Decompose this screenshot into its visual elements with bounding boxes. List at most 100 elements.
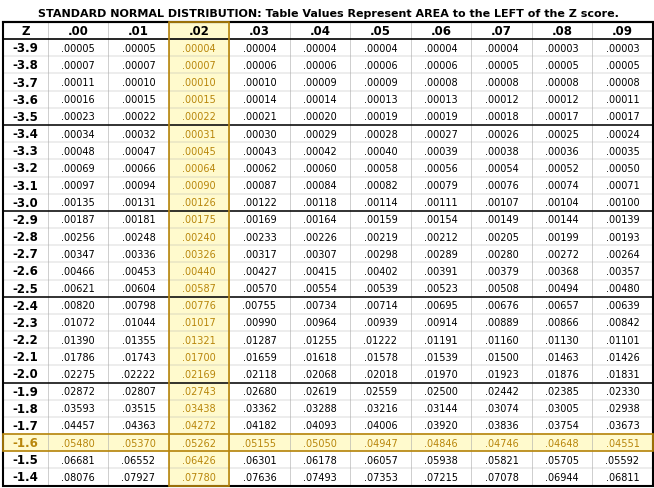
Text: .00734: .00734 bbox=[303, 301, 337, 311]
Text: .02330: .02330 bbox=[606, 386, 640, 396]
Text: .00014: .00014 bbox=[243, 95, 276, 105]
Text: .00336: .00336 bbox=[122, 249, 155, 259]
Text: .00003: .00003 bbox=[606, 43, 639, 54]
Text: .00139: .00139 bbox=[606, 215, 639, 225]
Text: .00144: .00144 bbox=[545, 215, 579, 225]
Text: -2.6: -2.6 bbox=[12, 265, 39, 278]
Bar bbox=[169, 23, 230, 486]
Text: .03216: .03216 bbox=[364, 404, 398, 413]
Text: .00060: .00060 bbox=[303, 163, 337, 174]
Text: .00798: .00798 bbox=[122, 301, 156, 311]
Text: .02559: .02559 bbox=[364, 386, 398, 396]
Text: .00368: .00368 bbox=[545, 266, 579, 276]
Text: .00040: .00040 bbox=[364, 146, 397, 157]
Text: .00045: .00045 bbox=[182, 146, 216, 157]
Text: .04746: .04746 bbox=[485, 438, 519, 447]
Text: .06811: .06811 bbox=[606, 472, 639, 482]
Text: .05821: .05821 bbox=[485, 455, 519, 465]
Bar bbox=[3, 434, 653, 451]
Text: .00008: .00008 bbox=[485, 78, 518, 88]
Text: .06: .06 bbox=[430, 25, 451, 38]
Text: .00029: .00029 bbox=[303, 129, 337, 139]
Text: .00024: .00024 bbox=[606, 129, 640, 139]
Text: .00004: .00004 bbox=[182, 43, 216, 54]
Text: .01539: .01539 bbox=[424, 352, 458, 362]
Text: .04182: .04182 bbox=[243, 421, 277, 430]
Text: .01321: .01321 bbox=[182, 335, 216, 345]
Text: .00005: .00005 bbox=[61, 43, 95, 54]
Text: -3.4: -3.4 bbox=[12, 128, 39, 141]
Text: .00058: .00058 bbox=[364, 163, 398, 174]
Bar bbox=[3, 434, 653, 451]
Text: .02169: .02169 bbox=[182, 369, 216, 379]
Text: .00011: .00011 bbox=[606, 95, 639, 105]
Text: .00003: .00003 bbox=[545, 43, 579, 54]
Text: .02872: .02872 bbox=[61, 386, 95, 396]
Text: -1.8: -1.8 bbox=[12, 402, 39, 415]
Text: .00122: .00122 bbox=[243, 198, 277, 208]
Text: .02275: .02275 bbox=[61, 369, 95, 379]
Text: .06178: .06178 bbox=[303, 455, 337, 465]
Text: STANDARD NORMAL DISTRIBUTION: Table Values Represent AREA to the LEFT of the Z s: STANDARD NORMAL DISTRIBUTION: Table Valu… bbox=[37, 9, 619, 19]
Text: .00570: .00570 bbox=[243, 284, 277, 293]
Text: .03074: .03074 bbox=[485, 404, 519, 413]
Text: .00714: .00714 bbox=[364, 301, 398, 311]
Text: .00005: .00005 bbox=[122, 43, 156, 54]
Text: .04006: .04006 bbox=[364, 421, 397, 430]
Text: .00035: .00035 bbox=[606, 146, 640, 157]
Text: -2.2: -2.2 bbox=[12, 333, 39, 346]
Text: -2.7: -2.7 bbox=[12, 248, 39, 261]
Text: .00042: .00042 bbox=[303, 146, 337, 157]
Text: .04: .04 bbox=[309, 25, 330, 38]
Text: .01831: .01831 bbox=[606, 369, 639, 379]
Text: .02118: .02118 bbox=[243, 369, 277, 379]
Text: .01786: .01786 bbox=[61, 352, 95, 362]
Text: .03362: .03362 bbox=[243, 404, 277, 413]
Text: -2.0: -2.0 bbox=[12, 367, 39, 381]
Text: .00402: .00402 bbox=[364, 266, 398, 276]
Text: -2.8: -2.8 bbox=[12, 231, 39, 244]
Text: .00010: .00010 bbox=[182, 78, 216, 88]
Text: .00415: .00415 bbox=[303, 266, 337, 276]
Text: -1.6: -1.6 bbox=[12, 436, 39, 449]
Text: .00019: .00019 bbox=[424, 112, 458, 122]
Text: .00025: .00025 bbox=[545, 129, 579, 139]
Text: .00052: .00052 bbox=[545, 163, 579, 174]
Text: .00307: .00307 bbox=[303, 249, 337, 259]
Text: .00069: .00069 bbox=[61, 163, 95, 174]
Text: .00480: .00480 bbox=[606, 284, 639, 293]
Text: .00776: .00776 bbox=[182, 301, 216, 311]
Text: .00114: .00114 bbox=[364, 198, 397, 208]
Text: .01618: .01618 bbox=[303, 352, 337, 362]
Text: .00005: .00005 bbox=[485, 61, 519, 71]
Text: .03: .03 bbox=[249, 25, 270, 38]
Text: .00027: .00027 bbox=[424, 129, 458, 139]
Text: .00007: .00007 bbox=[122, 61, 156, 71]
Text: .00012: .00012 bbox=[485, 95, 519, 105]
Text: -3.9: -3.9 bbox=[12, 42, 39, 55]
Text: .02500: .02500 bbox=[424, 386, 458, 396]
Text: .00084: .00084 bbox=[303, 181, 337, 191]
Text: .06057: .06057 bbox=[364, 455, 398, 465]
Text: .00111: .00111 bbox=[424, 198, 458, 208]
Text: .01287: .01287 bbox=[243, 335, 277, 345]
Text: .00064: .00064 bbox=[182, 163, 216, 174]
Text: .00006: .00006 bbox=[364, 61, 397, 71]
Text: .00523: .00523 bbox=[424, 284, 458, 293]
Text: .00094: .00094 bbox=[122, 181, 155, 191]
Text: .00842: .00842 bbox=[606, 318, 640, 328]
Text: .00020: .00020 bbox=[303, 112, 337, 122]
Text: .00004: .00004 bbox=[303, 43, 337, 54]
Text: -3.6: -3.6 bbox=[12, 94, 39, 106]
Text: .00347: .00347 bbox=[61, 249, 95, 259]
Text: .01160: .01160 bbox=[485, 335, 518, 345]
Text: .02938: .02938 bbox=[606, 404, 640, 413]
Text: .00149: .00149 bbox=[485, 215, 518, 225]
Text: .00009: .00009 bbox=[303, 78, 337, 88]
Text: .00233: .00233 bbox=[243, 232, 277, 242]
Text: -2.1: -2.1 bbox=[12, 350, 39, 364]
Text: .00755: .00755 bbox=[243, 301, 277, 311]
Text: .01876: .01876 bbox=[545, 369, 579, 379]
Text: .03438: .03438 bbox=[182, 404, 216, 413]
Text: .00017: .00017 bbox=[545, 112, 579, 122]
